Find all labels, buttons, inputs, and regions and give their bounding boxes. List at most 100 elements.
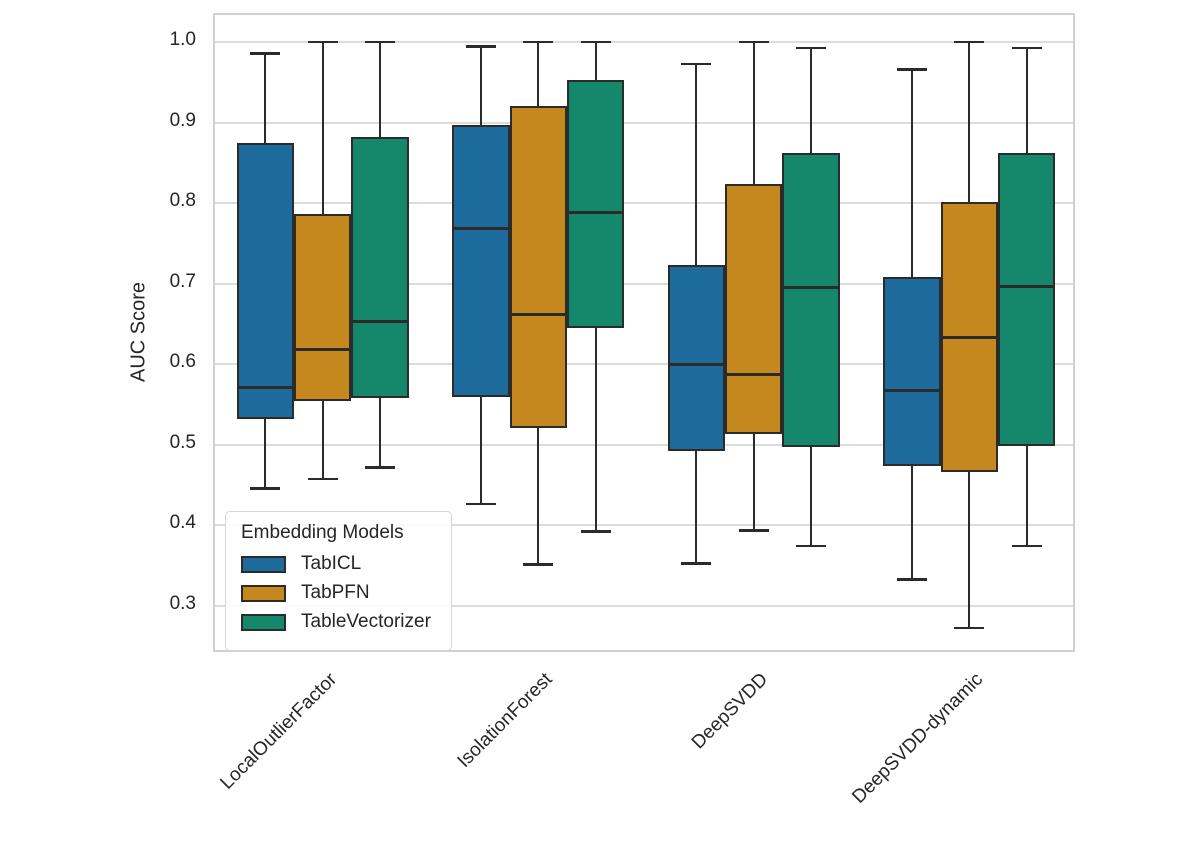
x-tick-label-deepsvdd-dynamic: DeepSVDD-dynamic (848, 669, 988, 808)
tabicl-deepsvdd-dynamic-median (885, 389, 939, 393)
tabicl-deepsvdd-whisker-upper (695, 63, 698, 266)
tabpfn-deepsvdd-cap-lower (738, 529, 769, 532)
legend-item-label: TableVectorizer (301, 611, 431, 632)
tablevectorizer-swatch-icon (241, 613, 286, 631)
tabpfn-localoutlierfactor-median (296, 347, 350, 351)
tabicl-deepsvdd-whisker-lower (695, 450, 698, 564)
tabicl-isolationforest-median (454, 226, 508, 230)
gridline (215, 524, 1073, 527)
tabpfn-isolationforest-box (509, 105, 567, 428)
tabpfn-isolationforest-cap-upper (523, 40, 554, 44)
legend: Embedding Models TabICL TabPFN TableVector… (225, 511, 452, 651)
tablevectorizer-deepsvdd-dynamic-cap-lower (1011, 544, 1042, 548)
tabpfn-isolationforest-whisker-upper (537, 41, 540, 106)
tablevectorizer-isolationforest-cap-upper (580, 40, 611, 44)
gridline (215, 282, 1073, 285)
tabpfn-isolationforest-cap-lower (523, 563, 554, 566)
tabpfn-deepsvdd-box (725, 183, 783, 435)
tabicl-deepsvdd-cap-lower (681, 562, 712, 565)
tabicl-localoutlierfactor-whisker-lower (264, 419, 267, 489)
x-tick-label-deepsvdd: DeepSVDD (687, 669, 772, 754)
tabpfn-localoutlierfactor-box (294, 213, 352, 401)
tabicl-isolationforest-whisker-lower (479, 397, 482, 504)
tabpfn-isolationforest-whisker-lower (537, 427, 540, 565)
tabicl-localoutlierfactor-cap-upper (250, 52, 281, 55)
legend-item-tabpfn: TabPFN (241, 582, 441, 604)
tabicl-deepsvdd-cap-upper (681, 62, 712, 66)
tabpfn-localoutlierfactor-cap-lower (307, 477, 338, 481)
y-tick-label: 0.5 (169, 431, 196, 453)
legend-item-label: TabPFN (301, 582, 370, 603)
tabpfn-deepsvdd-dynamic-whisker-upper (968, 41, 971, 203)
legend-item-label: TabICL (301, 553, 362, 574)
tabpfn-deepsvdd-dynamic-cap-lower (954, 626, 985, 630)
tabicl-deepsvdd-dynamic-cap-upper (896, 68, 927, 71)
y-tick-label: 1.0 (169, 28, 196, 50)
y-tick-label: 0.4 (169, 512, 196, 534)
y-tick-label: 0.9 (169, 109, 196, 131)
legend-item-tabicl: TabICL (241, 553, 441, 575)
tablevectorizer-deepsvdd-cap-upper (796, 46, 827, 50)
tabpfn-deepsvdd-dynamic-cap-upper (954, 40, 985, 44)
y-tick-label: 0.3 (169, 593, 196, 615)
tablevectorizer-isolationforest-whisker-lower (594, 328, 597, 532)
tablevectorizer-localoutlierfactor-whisker-lower (379, 398, 382, 468)
tabicl-localoutlierfactor-median (238, 386, 292, 390)
y-tick-label: 0.6 (169, 351, 196, 373)
tabicl-deepsvdd-median (669, 362, 723, 366)
tablevectorizer-localoutlierfactor-median (353, 320, 407, 324)
tablevectorizer-isolationforest-median (568, 211, 623, 215)
gridline (215, 121, 1073, 124)
tabicl-localoutlierfactor-cap-lower (250, 487, 281, 490)
tabicl-swatch-icon (241, 555, 286, 573)
tabicl-isolationforest-cap-lower (465, 502, 496, 506)
tablevectorizer-deepsvdd-dynamic-median (999, 285, 1054, 289)
y-tick-label: 0.7 (169, 270, 196, 292)
tablevectorizer-isolationforest-cap-lower (580, 530, 611, 533)
tablevectorizer-deepsvdd-cap-lower (796, 544, 827, 548)
tablevectorizer-deepsvdd-box (782, 153, 840, 448)
tablevectorizer-localoutlierfactor-box (351, 137, 409, 399)
gridline (215, 605, 1073, 608)
tabpfn-localoutlierfactor-whisker-upper (321, 41, 324, 214)
tabpfn-deepsvdd-median (727, 373, 781, 377)
tabicl-isolationforest-box (452, 124, 510, 398)
tabicl-deepsvdd-dynamic-whisker-lower (910, 465, 913, 580)
tabpfn-deepsvdd-whisker-upper (752, 41, 755, 184)
tablevectorizer-deepsvdd-dynamic-whisker-upper (1025, 47, 1028, 154)
tabicl-deepsvdd-dynamic-whisker-upper (910, 69, 913, 278)
tabicl-deepsvdd-box (667, 265, 725, 451)
tabicl-isolationforest-cap-upper (465, 45, 496, 48)
x-tick-label-isolationforest: IsolationForest (453, 669, 557, 772)
x-tick-label-localoutlierfactor: LocalOutlierFactor (215, 669, 341, 794)
tablevectorizer-deepsvdd-dynamic-cap-upper (1011, 46, 1042, 50)
tabpfn-deepsvdd-whisker-lower (752, 434, 755, 531)
legend-items: TabICL TabPFN TableVectorizer (234, 553, 441, 633)
tablevectorizer-deepsvdd-median (784, 286, 838, 290)
tablevectorizer-localoutlierfactor-cap-lower (365, 466, 396, 469)
tablevectorizer-deepsvdd-whisker-lower (810, 447, 813, 546)
legend-item-tablevectorizer: TableVectorizer (241, 611, 441, 633)
gridline (215, 202, 1073, 205)
gridline (215, 443, 1073, 446)
tablevectorizer-isolationforest-box (566, 79, 625, 329)
tabpfn-isolationforest-median (511, 312, 565, 316)
tabicl-deepsvdd-dynamic-box (883, 277, 941, 466)
gridline (215, 363, 1073, 366)
tabicl-isolationforest-whisker-upper (479, 46, 482, 125)
tablevectorizer-localoutlierfactor-cap-upper (365, 40, 396, 44)
y-axis-label: AUC Score (127, 281, 150, 383)
legend-title: Embedding Models (241, 522, 404, 543)
tabpfn-swatch-icon (241, 584, 286, 602)
tablevectorizer-deepsvdd-dynamic-box (997, 153, 1056, 446)
tabicl-localoutlierfactor-box (236, 142, 294, 420)
tablevectorizer-localoutlierfactor-whisker-upper (379, 41, 382, 138)
gridline (215, 40, 1073, 43)
tablevectorizer-deepsvdd-whisker-upper (810, 47, 813, 154)
tabpfn-deepsvdd-dynamic-whisker-lower (968, 472, 971, 628)
tablevectorizer-deepsvdd-dynamic-whisker-lower (1025, 445, 1028, 546)
tabicl-deepsvdd-dynamic-cap-lower (896, 578, 927, 581)
tablevectorizer-isolationforest-whisker-upper (594, 41, 597, 80)
tabpfn-deepsvdd-cap-upper (738, 40, 769, 44)
